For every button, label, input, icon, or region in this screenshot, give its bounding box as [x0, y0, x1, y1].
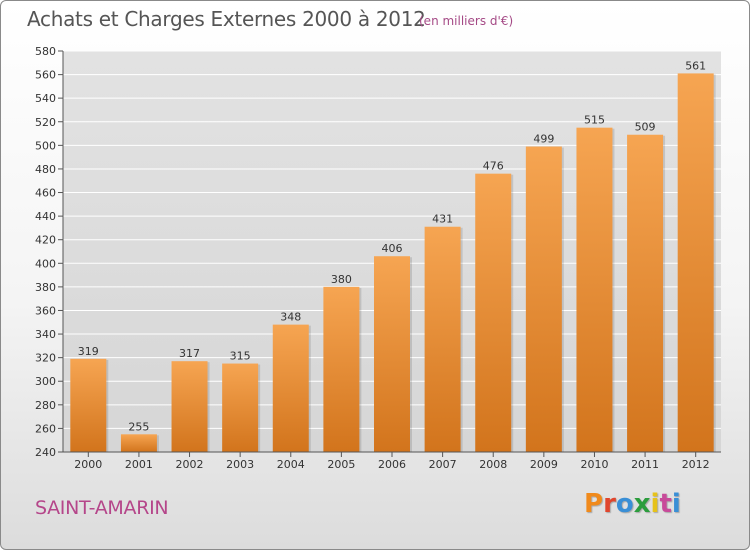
bar-value-label: 317	[179, 347, 200, 360]
y-tick-label: 240	[35, 446, 56, 459]
x-tick-label: 2003	[226, 458, 254, 471]
bar-value-label: 255	[128, 420, 149, 433]
x-tick-label: 2006	[378, 458, 406, 471]
bar-value-label: 406	[382, 242, 403, 255]
x-axis-ticks: 2000 2001 2002 2003 2004 2005 2006 2007 2008 2009…	[63, 451, 721, 471]
town-name: SAINT-AMARIN	[35, 497, 169, 519]
y-tick-label: 260	[35, 422, 56, 435]
bar-value-label: 431	[432, 213, 453, 226]
y-tick-label: 420	[35, 234, 56, 247]
logo-letter: P	[584, 489, 604, 519]
bars: 319 255 317 315 348 380 406 431 476 499 515 509 561	[70, 59, 716, 453]
y-tick-label: 280	[35, 399, 56, 412]
x-tick-label: 2005	[327, 458, 355, 471]
bar	[70, 358, 107, 452]
bar-value-label: 499	[533, 133, 554, 146]
x-tick-label: 2011	[631, 458, 659, 471]
y-tick-label: 560	[35, 69, 56, 82]
x-tick-label: 2012	[682, 458, 710, 471]
bar-value-label: 315	[230, 350, 251, 363]
bar-value-label: 476	[483, 160, 504, 173]
y-tick-label: 500	[35, 139, 56, 152]
logo-letter: i	[650, 489, 660, 519]
y-tick-label: 340	[35, 328, 56, 341]
y-tick-label: 320	[35, 352, 56, 365]
y-tick-label: 460	[35, 187, 56, 200]
x-tick-label: 2009	[530, 458, 558, 471]
x-tick-label: 2008	[479, 458, 507, 471]
bar-value-label: 509	[635, 121, 656, 134]
y-tick-label: 580	[35, 45, 56, 58]
y-axis-ticks: 240 260 280 300 320 340 360 380 400 420 440 460 480 5…	[35, 45, 64, 459]
logo-letter: o	[615, 489, 634, 519]
chart-subtitle: (en milliers d'€)	[419, 14, 514, 28]
y-tick-label: 440	[35, 210, 56, 223]
y-tick-label: 380	[35, 281, 56, 294]
bar	[475, 173, 512, 453]
logo-letter: x	[633, 489, 651, 519]
bar-value-label: 561	[685, 59, 706, 72]
bar-value-label: 515	[584, 114, 605, 127]
logo-letter: r	[603, 489, 616, 519]
y-tick-label: 300	[35, 375, 56, 388]
y-tick-label: 400	[35, 257, 56, 270]
bar	[374, 256, 410, 452]
logo-letter: i	[671, 489, 681, 519]
bar	[627, 134, 664, 453]
bar	[272, 324, 309, 452]
y-tick-label: 360	[35, 304, 56, 317]
x-tick-label: 2002	[176, 458, 204, 471]
bar	[525, 146, 562, 452]
y-tick-label: 480	[35, 163, 56, 176]
bar-value-label: 348	[280, 311, 301, 324]
y-tick-label: 520	[35, 116, 56, 129]
bar	[677, 73, 714, 453]
bar	[323, 286, 360, 452]
x-tick-label: 2004	[277, 458, 305, 471]
y-tick-label: 540	[35, 92, 56, 105]
bar	[222, 363, 259, 452]
bar	[424, 226, 461, 452]
logo-letter: t	[659, 489, 672, 519]
chart-title: Achats et Charges Externes 2000 à 2012	[27, 7, 426, 31]
bar-value-label: 380	[331, 273, 352, 286]
x-tick-label: 2000	[74, 458, 102, 471]
x-tick-label: 2007	[429, 458, 457, 471]
x-tick-label: 2010	[580, 458, 608, 471]
bar-value-label: 319	[78, 345, 99, 358]
x-tick-label: 2001	[125, 458, 153, 471]
bar	[171, 361, 208, 452]
bar	[120, 434, 157, 452]
bar	[576, 127, 613, 452]
proxiti-logo: Proxiti	[584, 489, 681, 519]
